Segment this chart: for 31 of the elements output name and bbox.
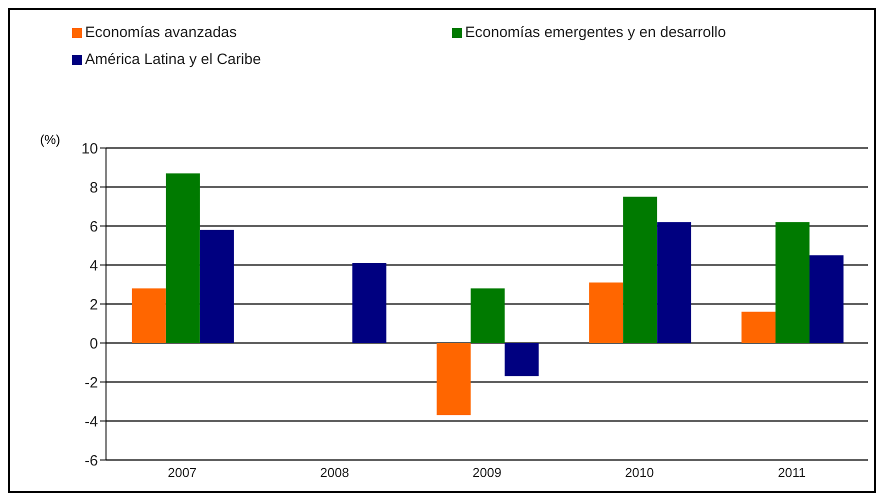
y-tick-label: 4	[90, 257, 98, 274]
bar	[166, 173, 200, 343]
bar	[436, 343, 471, 416]
bar	[200, 230, 234, 343]
x-tick-label: 2011	[778, 465, 806, 480]
y-tick-label: -2	[84, 374, 98, 392]
bar	[470, 288, 505, 343]
bar	[623, 196, 658, 343]
x-tick-label: 2009	[472, 465, 502, 480]
bar	[657, 222, 692, 343]
legend-label: América Latina y el Caribe	[85, 51, 261, 68]
y-tick-label: 6	[90, 218, 98, 236]
bar	[352, 263, 386, 343]
y-axis-title: (%)	[40, 132, 60, 147]
bar	[132, 288, 166, 343]
bar	[589, 282, 624, 343]
legend-label: Economías avanzadas	[85, 24, 237, 41]
y-tick-label: 0	[90, 335, 98, 352]
y-tick-label: 8	[90, 179, 98, 196]
x-tick-label: 2010	[624, 465, 654, 480]
legend-label: Economías emergentes y en desarrollo	[465, 24, 726, 41]
y-tick-label: -4	[84, 413, 98, 430]
x-tick-label: 2007	[168, 465, 197, 480]
y-tick-label: -6	[84, 452, 98, 470]
bar	[504, 343, 539, 376]
bar	[742, 312, 776, 343]
y-tick-label: 10	[81, 140, 98, 158]
x-tick-label: 2008	[320, 465, 350, 480]
bar	[776, 222, 810, 343]
bar	[810, 255, 844, 343]
y-tick-label: 2	[90, 296, 98, 314]
